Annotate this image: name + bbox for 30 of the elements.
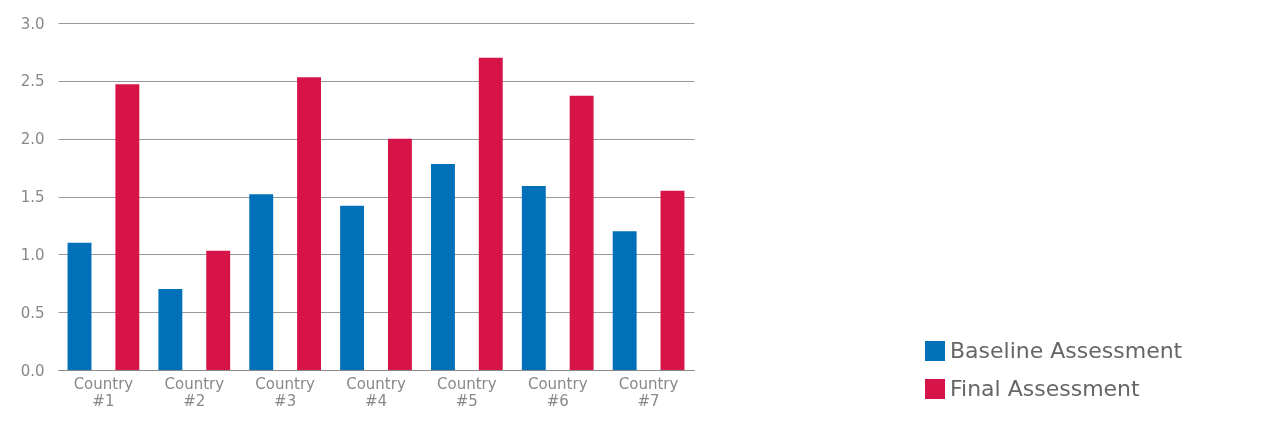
bar <box>249 194 274 370</box>
bar <box>206 250 231 370</box>
y-tick-label: 2.0 <box>20 130 45 149</box>
x-tick-label: Country #1 <box>73 374 134 410</box>
bar <box>430 164 455 370</box>
bar <box>660 190 685 370</box>
x-tick-label: Country #4 <box>346 374 406 410</box>
x-tick-label: Country #3 <box>255 374 316 410</box>
legend-label: Baseline Assessment <box>950 338 1183 363</box>
legend-label: Final Assessment <box>950 376 1141 401</box>
bar <box>340 205 365 370</box>
bar <box>478 57 503 370</box>
y-tick-label: 0.5 <box>20 303 45 322</box>
y-tick-label: 3.0 <box>20 14 45 33</box>
bar <box>612 231 637 370</box>
bar <box>569 95 594 370</box>
bar <box>115 84 140 370</box>
y-tick-label: 1.0 <box>20 245 45 264</box>
bar <box>521 186 546 370</box>
y-tick-label: 2.5 <box>20 72 45 91</box>
y-tick-label: 1.5 <box>20 188 45 206</box>
bar <box>158 289 183 370</box>
bar <box>387 138 412 370</box>
x-tick-label: Country #7 <box>618 374 679 410</box>
x-tick-label: Country #2 <box>164 374 225 410</box>
x-tick-label: Country #6 <box>527 374 588 410</box>
y-tick-label: 0.0 <box>20 361 45 380</box>
bar <box>67 242 92 370</box>
x-tick-label: Country #5 <box>437 374 497 410</box>
bar <box>297 77 322 370</box>
